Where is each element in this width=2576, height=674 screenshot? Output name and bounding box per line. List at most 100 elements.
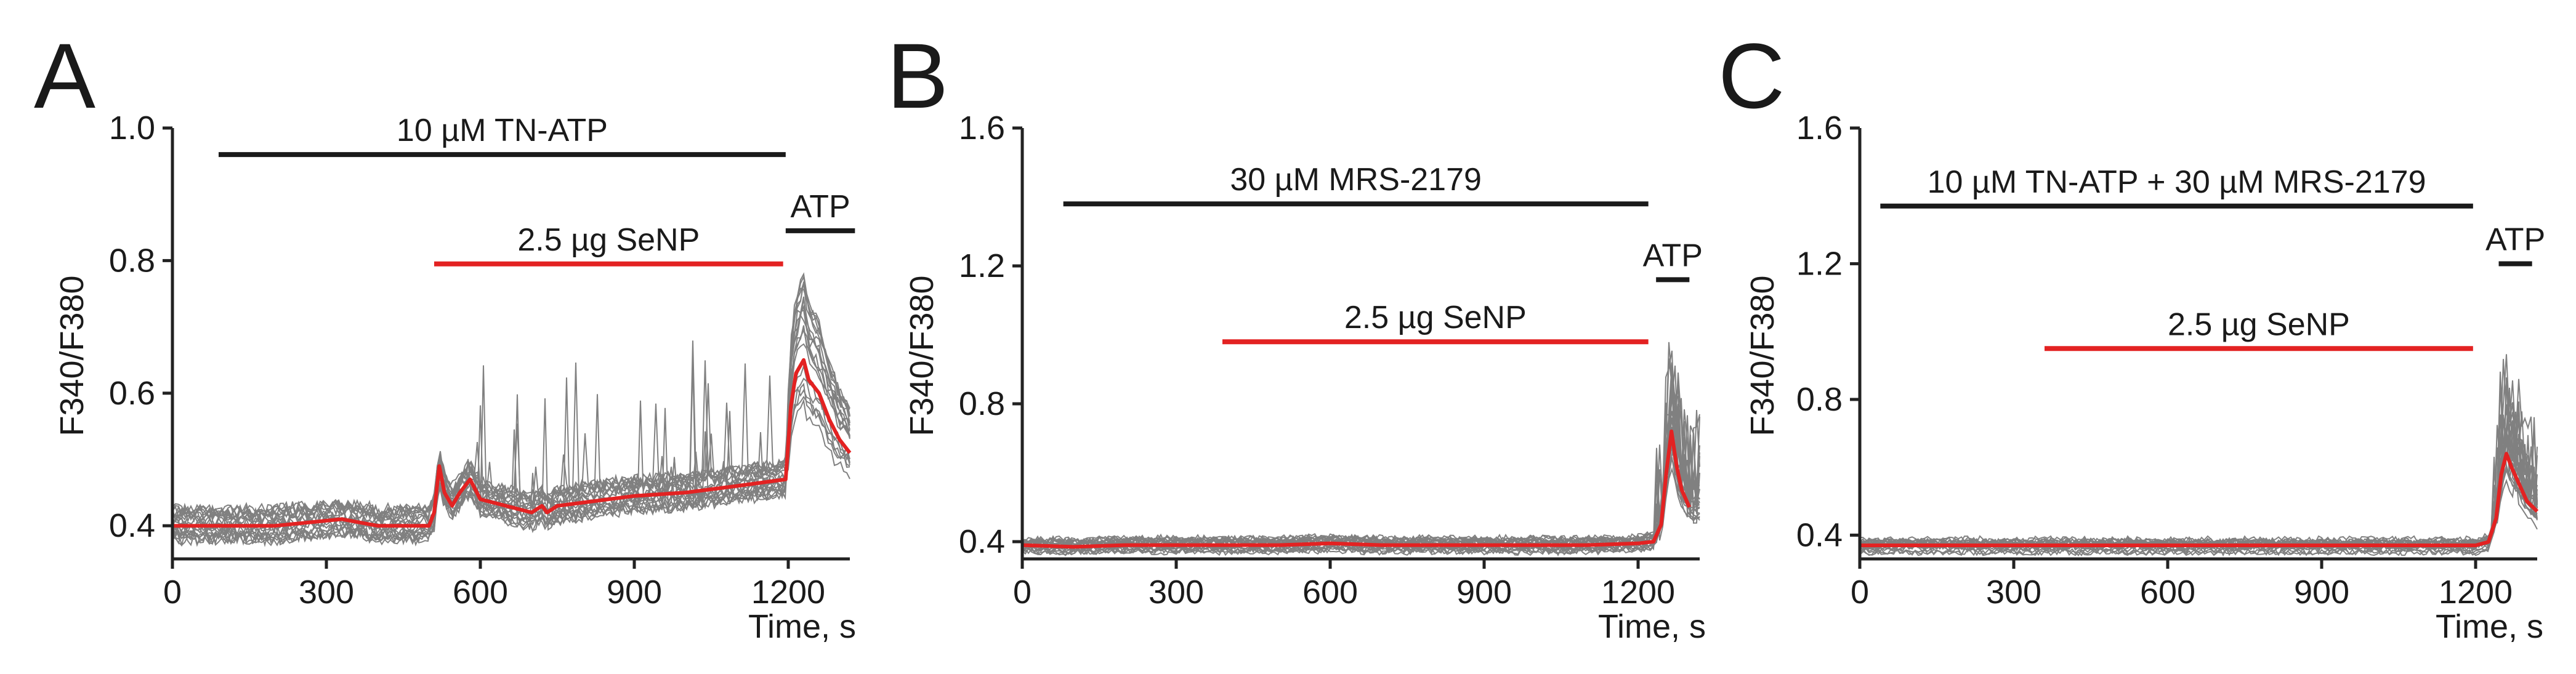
y-tick-label: 1.6 <box>959 110 1005 146</box>
y-tick-label: 0.4 <box>1796 516 1843 553</box>
cell-trace <box>1859 404 2538 550</box>
x-tick-label: 900 <box>2294 574 2349 611</box>
cell-trace <box>1859 427 2538 553</box>
treatment-bar-label: 2.5 µg SeNP <box>517 222 700 258</box>
cell-trace <box>1022 425 1700 547</box>
cell-trace <box>1022 382 1700 547</box>
x-tick-label: 0 <box>1013 574 1032 611</box>
cell-trace <box>1022 417 1700 547</box>
panel-letter: A <box>34 24 95 127</box>
cell-trace <box>1022 389 1700 553</box>
cell-trace <box>1022 342 1700 553</box>
y-tick-label: 0.8 <box>959 385 1005 422</box>
x-tick-label: 900 <box>1456 574 1512 611</box>
cell-trace <box>1022 392 1700 556</box>
cell-trace <box>172 282 850 537</box>
panel-c: C 0 300 600 900 1200 0.4 0.8 1.2 1.6 Time, s F340/F… <box>1718 24 2545 645</box>
x-axis-title: Time, s <box>748 608 856 645</box>
cell-trace <box>172 356 850 524</box>
x-axis-title: Time, s <box>1598 608 1706 645</box>
cell-trace <box>1859 354 2538 551</box>
cell-trace <box>1022 364 1700 550</box>
x-tick-label: 600 <box>1302 574 1358 611</box>
y-tick-label: 0.8 <box>1796 381 1843 418</box>
x-tick-label: 1200 <box>2439 574 2513 611</box>
cell-trace <box>1860 387 2538 544</box>
y-tick-label: 0.4 <box>959 523 1005 560</box>
y-tick-label: 1.2 <box>959 247 1005 284</box>
y-tick-label: 1.0 <box>109 110 155 146</box>
cell-trace <box>1022 421 1700 548</box>
cell-trace <box>1022 350 1700 545</box>
x-tick-label: 1200 <box>751 574 825 611</box>
cell-trace <box>1859 429 2538 550</box>
cell-trace <box>172 287 850 529</box>
mean-trace <box>1022 429 1692 549</box>
cell-trace <box>1022 457 1700 557</box>
cell-traces <box>1859 354 2538 557</box>
cell-trace <box>172 386 850 521</box>
cell-trace <box>1022 404 1700 552</box>
cell-trace <box>1859 383 2538 547</box>
cell-trace <box>1859 403 2538 552</box>
cell-trace <box>1022 395 1700 548</box>
mean-trace <box>1860 452 2539 547</box>
cell-trace <box>1859 359 2538 548</box>
cell-trace <box>172 299 850 517</box>
x-tick-label: 0 <box>1851 574 1869 611</box>
cell-trace <box>1859 377 2538 550</box>
cell-trace <box>1859 426 2538 550</box>
panel-a: A 0 300 600 900 1200 0.4 0.6 0.8 1.0 Time, s F340/F… <box>34 24 856 645</box>
treatment-bar-label: 2.5 µg SeNP <box>1344 300 1527 335</box>
cell-trace <box>172 281 850 547</box>
x-axis-title: Time, s <box>2436 608 2543 645</box>
cell-trace <box>1022 358 1700 547</box>
cell-trace <box>1022 426 1700 547</box>
x-tick-label: 300 <box>1986 574 2041 611</box>
cell-trace <box>172 304 850 543</box>
x-tick-label: 300 <box>1149 574 1204 611</box>
x-tick-label: 1200 <box>1601 574 1675 611</box>
treatment-bar-label: 10 µM TN-ATP + 30 µM MRS-2179 <box>1928 164 2426 200</box>
y-tick-label: 0.8 <box>109 242 155 279</box>
y-tick-label: 1.6 <box>1796 110 1843 146</box>
cell-trace <box>1859 371 2538 547</box>
cell-trace <box>1859 459 2538 547</box>
panel-letter: C <box>1718 24 1785 127</box>
cell-trace <box>1859 427 2538 545</box>
y-tick-label: 0.6 <box>109 375 155 412</box>
cell-trace <box>1859 420 2538 557</box>
y-axis-title: F340/F380 <box>1744 275 1781 436</box>
cell-trace <box>1022 411 1700 550</box>
treatment-bar-label: ATP <box>2485 222 2545 257</box>
treatment-bar-label: ATP <box>1643 238 1703 273</box>
cell-trace <box>1859 395 2538 553</box>
x-tick-label: 0 <box>163 574 182 611</box>
cell-trace <box>172 343 850 518</box>
cell-trace <box>1859 459 2538 547</box>
y-tick-label: 0.4 <box>109 507 155 544</box>
panel-letter: B <box>887 24 948 127</box>
cell-traces <box>1022 342 1700 557</box>
cell-trace <box>1859 414 2538 556</box>
cell-trace <box>1859 457 2538 556</box>
treatment-bar-label: 10 µM TN-ATP <box>397 113 608 148</box>
panel-b: B 0 300 600 900 1200 0.4 0.8 1.2 1.6 Time, s F340/F… <box>887 24 1706 645</box>
x-tick-label: 300 <box>299 574 354 611</box>
y-axis-title: F340/F380 <box>903 275 940 436</box>
x-tick-label: 600 <box>453 574 508 611</box>
cell-trace <box>1859 438 2538 548</box>
y-axis-title: F340/F380 <box>54 275 91 436</box>
cell-trace <box>1859 385 2538 548</box>
cell-trace <box>1022 362 1700 549</box>
cell-traces <box>172 272 850 548</box>
treatment-bar-label: 2.5 µg SeNP <box>2168 307 2350 342</box>
cell-trace <box>1859 401 2538 550</box>
y-tick-label: 1.2 <box>1796 245 1843 282</box>
cell-trace <box>1022 403 1700 556</box>
treatment-bar-label: ATP <box>790 189 850 225</box>
treatment-bar-label: 30 µM MRS-2179 <box>1230 162 1482 198</box>
x-tick-label: 900 <box>607 574 662 611</box>
cell-trace <box>1022 385 1700 545</box>
